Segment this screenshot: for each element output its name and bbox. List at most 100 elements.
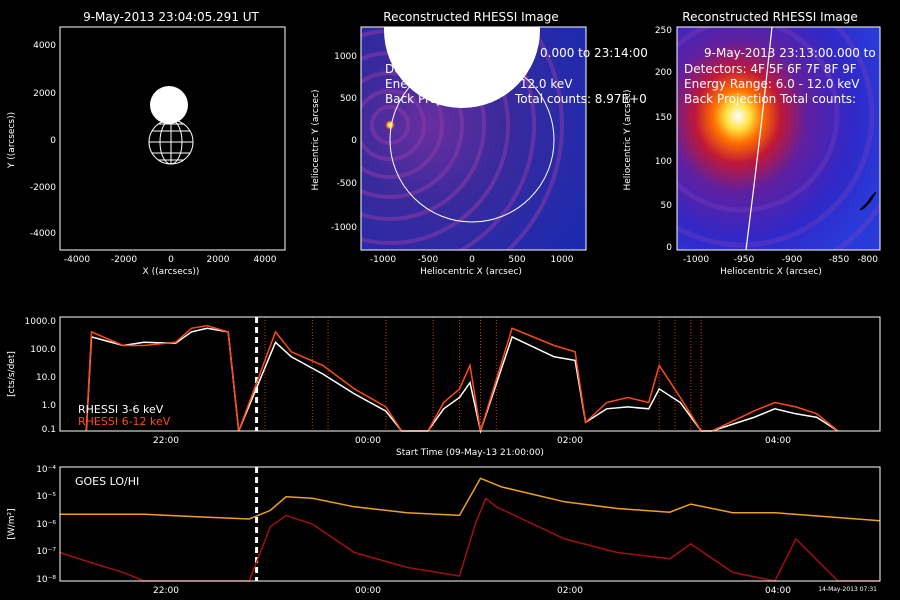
rhessi-ytick: 10.0 — [36, 373, 56, 383]
panel2-ytick: 500 — [340, 94, 357, 104]
panel2-ytick: -1000 — [331, 223, 357, 233]
panel3-xtick: -950 — [734, 255, 755, 265]
panel3-info-line: Energy Range: 6.0 - 12.0 keV — [684, 77, 860, 91]
goes-lightcurve-panel: 10⁻⁴ 10⁻⁵ 10⁻⁶ 10⁻⁷ 10⁻⁸ 22:00 00:00 02:… — [7, 465, 881, 596]
rhessi-ylabel: [cts/s/det] — [7, 351, 17, 397]
panel2-axes: -1000 -500 0 500 1000 1000 500 0 -500 -1… — [311, 52, 574, 277]
series-line-goes-hi — [59, 497, 880, 582]
series-line-rhessi-3-6-kev — [85, 327, 839, 434]
panel3-info-text: 9-May-2013 23:13:00.000 to Detectors: 4F… — [684, 46, 876, 106]
goes-xtick: 00:00 — [355, 586, 381, 596]
rhessi-xlabel: Start Time (09-May-13 21:00:00) — [396, 448, 544, 458]
panel2-rhessi-image: Reconstructed RHESSI Image 0.000 to 23:1… — [311, 10, 648, 277]
panel2-info-line: Energ — [385, 77, 420, 91]
panel2-info-line: — 12.0 keV — [504, 77, 573, 91]
panel1-xtick: 0 — [168, 255, 174, 265]
panel2-flare-source — [385, 120, 395, 130]
goes-legend: GOES LO/HI — [75, 475, 139, 488]
goes-axes: 10⁻⁴ 10⁻⁵ 10⁻⁶ 10⁻⁷ 10⁻⁸ 22:00 00:00 02:… — [7, 465, 877, 596]
panel3-xtick: -800 — [858, 255, 879, 265]
panel2-frame — [360, 26, 587, 251]
panel3-ytick: 150 — [655, 113, 672, 123]
panel3-xtick: -900 — [782, 255, 803, 265]
panel2-xtick: -1000 — [370, 255, 396, 265]
panel2-xtick: 1000 — [551, 255, 574, 265]
panel3-solar-limb — [745, 27, 773, 250]
panel1-ytick: -4000 — [30, 229, 56, 239]
rhessi-frame — [59, 316, 881, 432]
series-line-goes-lo — [60, 477, 881, 522]
panel3-info-line: Detectors: 4F 5F 6F 7F 8F 9F — [684, 62, 857, 76]
rhessi-legend-low: RHESSI 3-6 keV — [78, 403, 164, 416]
panel2-info-line: Dete — [385, 62, 414, 76]
panel3-ylabel: Heliocentric Y (arcsec) — [623, 89, 633, 190]
panel3-rhessi-zoom: Reconstructed RHESSI Image 9-May-2013 23… — [623, 10, 881, 277]
panel2-xtick: 0 — [469, 255, 475, 265]
goes-plot-area — [59, 467, 881, 582]
panel3-ytick: 100 — [655, 157, 672, 167]
panel3-xtick: -1000 — [683, 255, 709, 265]
panel3-info-line: 9-May-2013 23:13:00.000 to — [704, 46, 876, 60]
panel1-xtick: -2000 — [111, 255, 137, 265]
panel1-xtick: 4000 — [254, 255, 277, 265]
rhessi-xtick: 02:00 — [557, 436, 583, 446]
panel1-ytick: 0 — [50, 136, 56, 146]
panel2-occulting-disk — [384, 27, 540, 108]
panel1-ytick: -2000 — [30, 183, 56, 193]
panel1-title: 9-May-2013 23:04:05.291 UT — [83, 10, 259, 24]
goes-timestamp: 14-May-2013 07:31 — [818, 586, 877, 593]
panel1-xtick: 2000 — [207, 255, 230, 265]
panel3-xlabel: Heliocentric X (arcsec) — [720, 267, 822, 277]
panel1-xlabel: X ((arcsecs)) — [143, 267, 200, 277]
goes-ytick: 10⁻⁶ — [36, 520, 56, 530]
goes-xtick: 04:00 — [765, 586, 791, 596]
panel3-title: Reconstructed RHESSI Image — [682, 10, 857, 24]
panel2-ylabel: Heliocentric Y (arcsec) — [311, 89, 321, 190]
panel3-info-line: Back Projection Total counts: — [684, 92, 856, 106]
panel3-ytick: 200 — [655, 68, 672, 78]
panel3-xtick: -850 — [829, 255, 850, 265]
goes-frame — [59, 466, 881, 582]
panel2-ytick: 1000 — [334, 52, 357, 62]
rhessi-ytick: 100.0 — [30, 345, 56, 355]
panel2-ytick: -500 — [337, 179, 358, 189]
panel1-axes: -4000 -2000 0 2000 4000 4000 2000 0 -200… — [7, 41, 277, 277]
rhessi-xtick: 22:00 — [153, 436, 179, 446]
goes-ylabel: [W/m²] — [7, 508, 17, 539]
goes-xtick: 02:00 — [557, 586, 583, 596]
panel1-field-of-view-disk — [150, 86, 188, 124]
goes-ytick: 10⁻⁸ — [36, 575, 56, 585]
panel3-ripple-rings — [677, 27, 880, 250]
goes-ytick: 10⁻⁵ — [36, 492, 56, 502]
panel3-axes: -1000 -950 -900 -850 -800 250 200 150 10… — [623, 26, 878, 277]
panel1-xtick: -4000 — [64, 255, 90, 265]
panel1-solar-overview: 9-May-2013 23:04:05.291 UT -4000 -2000 0… — [7, 10, 286, 277]
panel2-info-line: Total counts: 8.97E+0 — [514, 92, 647, 106]
rhessi-plot-area — [85, 317, 839, 434]
panel2-ytick: 0 — [351, 136, 357, 146]
panel2-xtick: -500 — [418, 255, 439, 265]
panel3-image-background — [677, 27, 880, 250]
rhessi-ytick: 1.0 — [42, 401, 57, 411]
rhessi-legend-high: RHESSI 6-12 keV — [78, 415, 171, 428]
panel2-info-line: Back Projection — [385, 92, 477, 106]
panel3-artifact-mark — [859, 191, 877, 211]
panel1-ylabel: Y ((arcsecs)) — [7, 112, 17, 169]
panel3-frame — [676, 26, 881, 251]
goes-ytick: 10⁻⁷ — [36, 547, 56, 557]
panel2-info-line: 0.000 to 23:14:00 — [540, 46, 648, 60]
goes-xtick: 22:00 — [153, 586, 179, 596]
rhessi-xtick: 04:00 — [765, 436, 791, 446]
panel2-xlabel: Heliocentric X (arcsec) — [420, 267, 522, 277]
panel3-ytick: 250 — [655, 26, 672, 36]
rhessi-xtick: 00:00 — [355, 436, 381, 446]
rhessi-ytick: 0.1 — [42, 425, 56, 435]
goes-ytick: 10⁻⁴ — [36, 465, 56, 475]
series-line-rhessi-6-12-kev — [85, 324, 839, 432]
rhessi-legend: RHESSI 3-6 keV RHESSI 6-12 keV — [78, 403, 171, 428]
panel1-sun-grid — [148, 119, 194, 165]
panel2-xtick: 500 — [508, 255, 525, 265]
panel1-frame — [59, 26, 286, 251]
panel1-ytick: 4000 — [33, 41, 56, 51]
